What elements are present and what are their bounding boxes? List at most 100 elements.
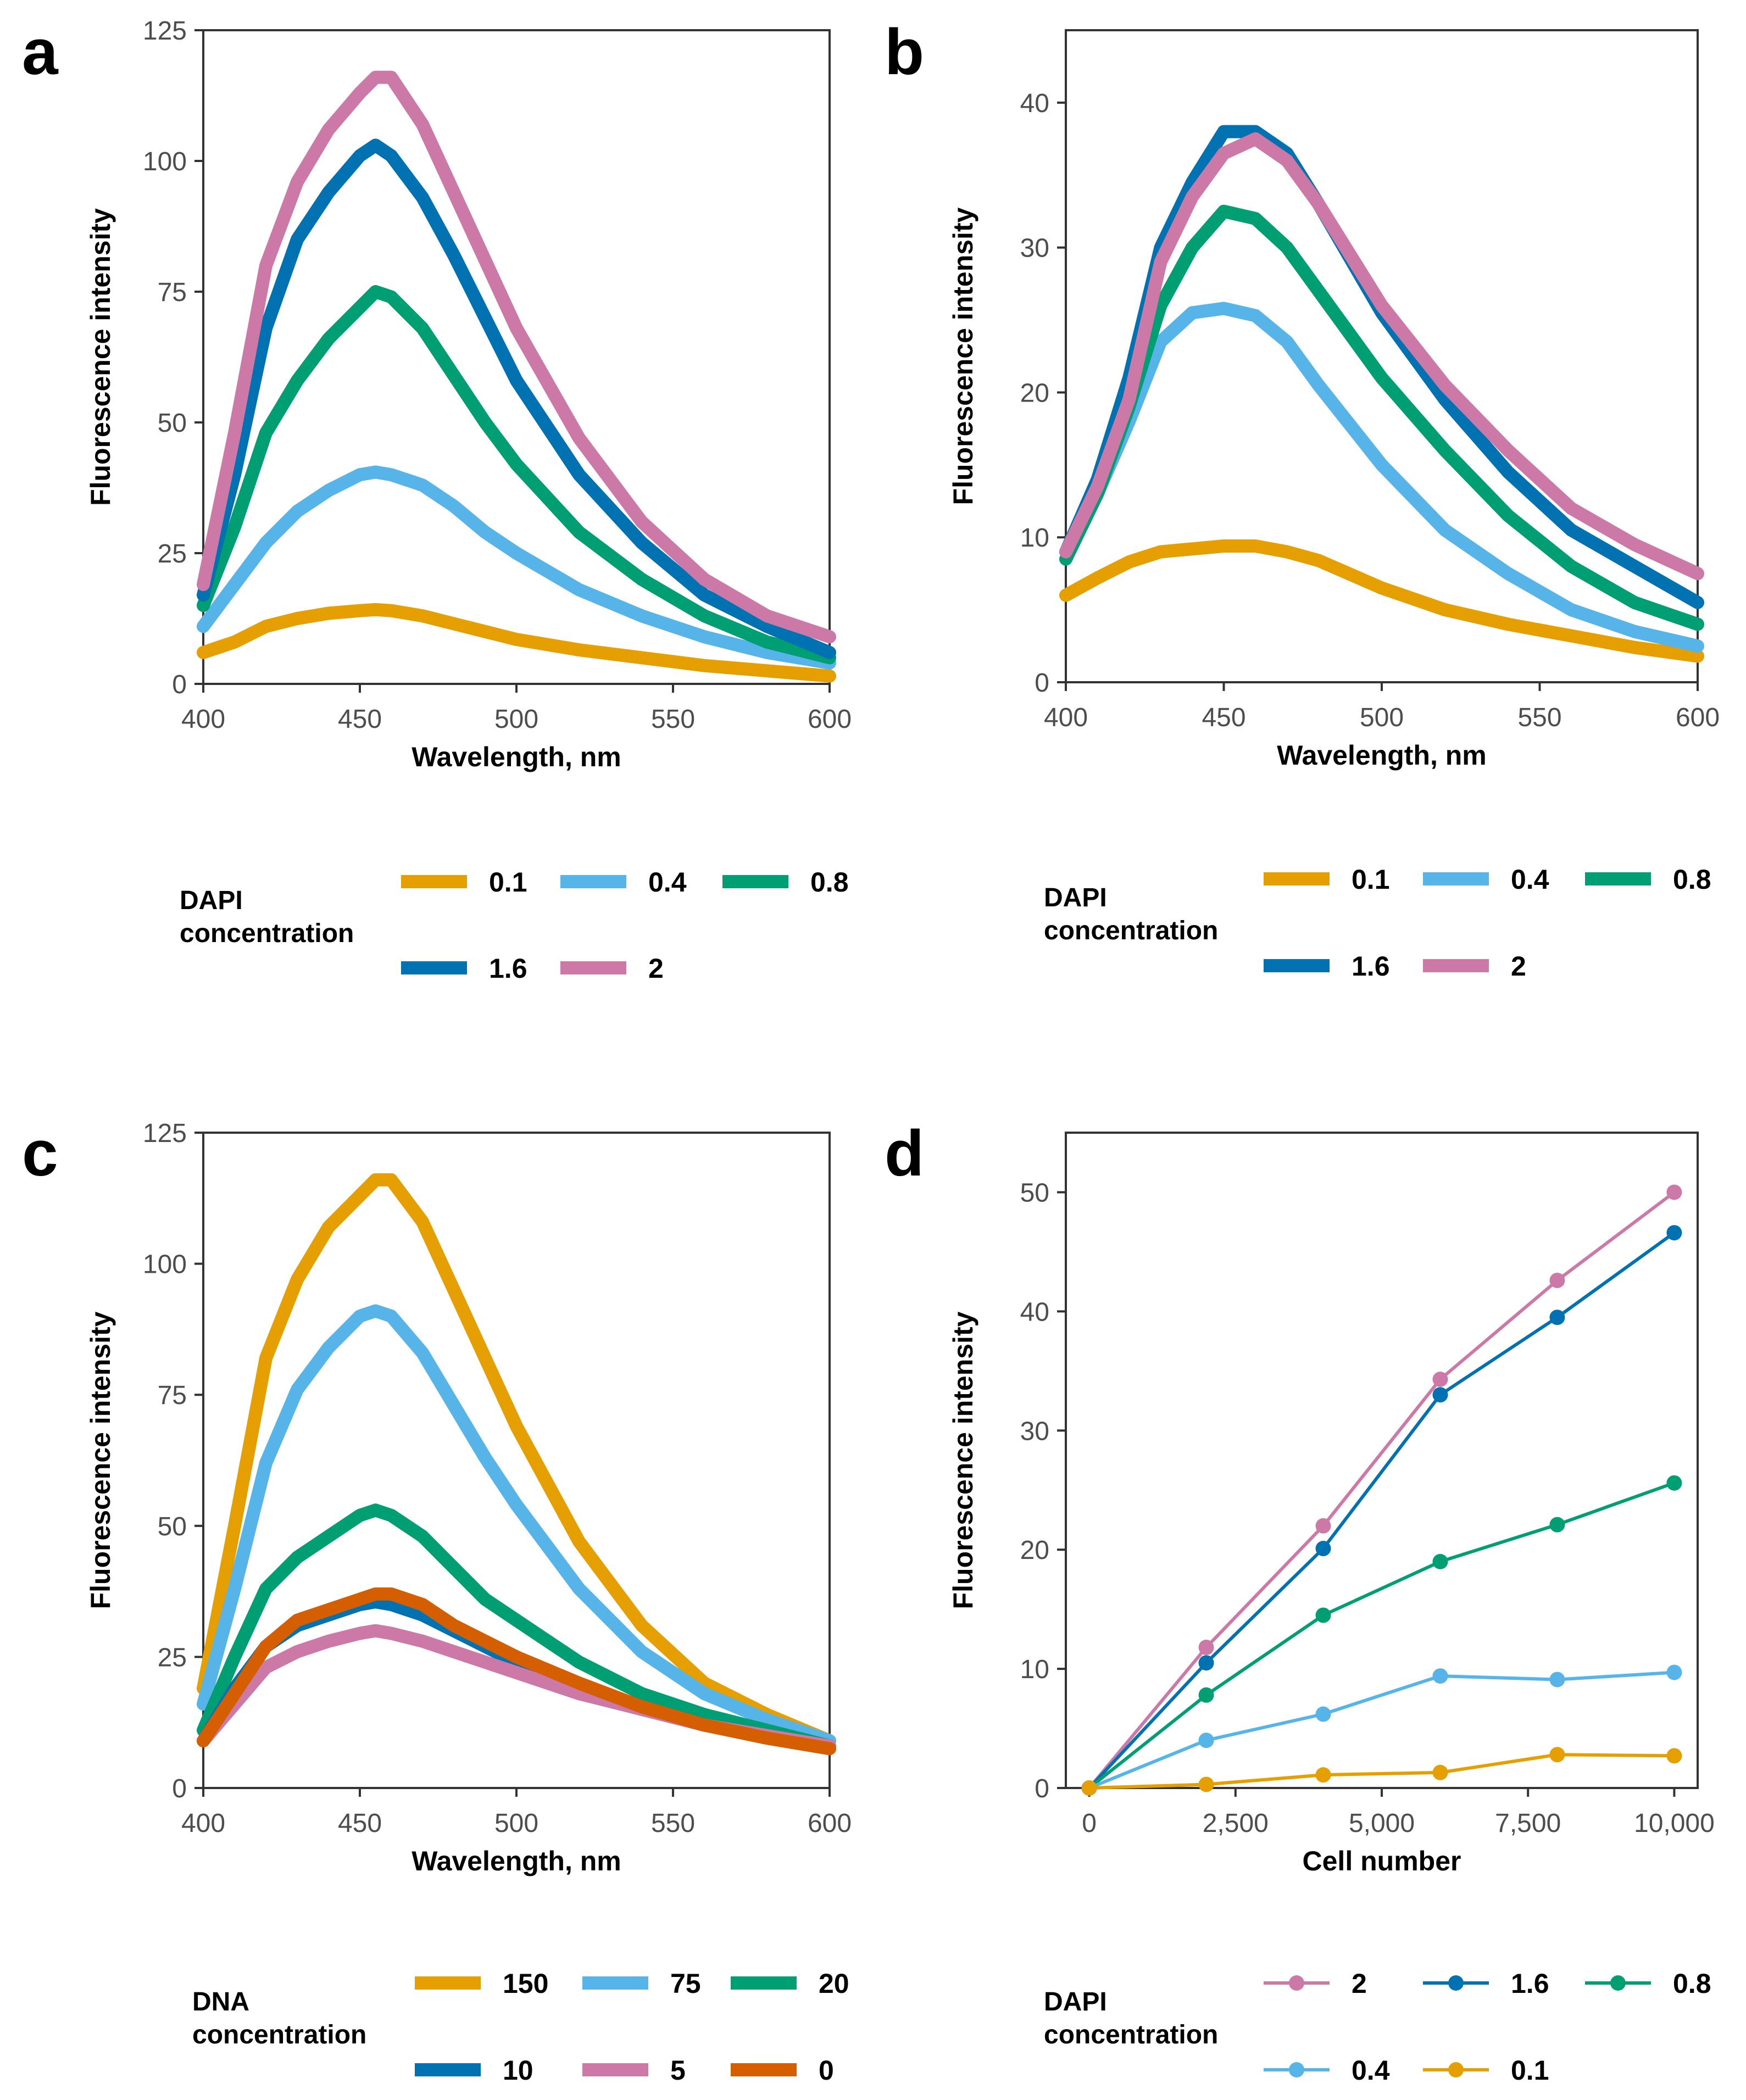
series-group xyxy=(197,1173,836,1756)
legend-title: concentration xyxy=(1044,2020,1218,2049)
data-point xyxy=(1432,1372,1448,1388)
panel-b: b 0 10 20 30 40 400 450 500 550 600 Wavelength, nm F… xyxy=(885,16,1720,982)
series-line-0-1 xyxy=(197,603,836,683)
x-tick-label: 600 xyxy=(1676,703,1720,732)
x-axis-title: Cell number xyxy=(1303,1846,1461,1876)
y-tick-label: 40 xyxy=(1020,89,1049,118)
legend-label: 20 xyxy=(819,1968,849,1999)
legend-label: 0 xyxy=(819,2055,834,2086)
data-point xyxy=(1081,1780,1097,1796)
series-line-0 xyxy=(197,1587,836,1756)
y-tick-label: 125 xyxy=(143,16,187,46)
y-tick-label: 75 xyxy=(158,278,187,307)
data-point xyxy=(1432,1553,1448,1569)
series-group xyxy=(197,70,836,683)
x-tick-label: 400 xyxy=(181,1809,225,1838)
data-point xyxy=(1549,1747,1565,1763)
legend-label: 0.4 xyxy=(1352,2055,1390,2086)
data-point xyxy=(1315,1541,1331,1557)
x-tick-label: 500 xyxy=(1360,703,1404,732)
x-tick-label: 7,500 xyxy=(1495,1809,1561,1838)
series-line-0-1 xyxy=(1059,539,1704,663)
x-tick-label: 10,000 xyxy=(1634,1809,1715,1838)
legend: DAPI concentration 0.1 0.4 0.8 1.6 2 xyxy=(180,867,849,984)
series-line-1-6 xyxy=(1087,1231,1676,1790)
data-point xyxy=(1549,1517,1565,1533)
series-group xyxy=(1059,125,1704,663)
legend-label: 0.8 xyxy=(1673,864,1711,895)
x-tick-label: 500 xyxy=(494,1809,538,1838)
series-line-150 xyxy=(197,1173,836,1748)
series-line-2 xyxy=(1059,132,1704,581)
data-point xyxy=(1198,1655,1214,1671)
y-tick-label: 10 xyxy=(1020,1655,1049,1684)
x-tick-label: 450 xyxy=(338,1809,382,1838)
x-tick-label: 550 xyxy=(1517,703,1561,732)
x-axis-title: Wavelength, nm xyxy=(1277,740,1487,771)
x-tick-label: 450 xyxy=(1202,703,1245,732)
data-point xyxy=(1198,1687,1214,1703)
legend-title: concentration xyxy=(1044,916,1218,945)
legend-label: 0.1 xyxy=(1352,864,1390,895)
legend-title: concentration xyxy=(192,2020,366,2049)
y-tick-label: 40 xyxy=(1020,1297,1049,1327)
legend: DAPI concentration 0.1 0.4 0.8 1.6 2 xyxy=(1044,864,1711,982)
legend: DNA concentration 150 75 20 10 5 0 xyxy=(192,1968,849,2086)
panel-a: a 0 25 50 75 100 125 400 450 500 550 600 Wavelength,… xyxy=(22,16,852,984)
y-tick-label: 50 xyxy=(158,409,187,438)
y-tick-label: 125 xyxy=(143,1119,187,1148)
series-line-2 xyxy=(197,70,836,644)
series-line-20 xyxy=(197,1503,836,1753)
y-tick-label: 100 xyxy=(143,1250,187,1279)
legend-label: 1.6 xyxy=(489,953,527,984)
series-line-0-4 xyxy=(197,465,836,670)
data-point xyxy=(1549,1672,1565,1687)
legend: DAPI concentration 2 1.6 0.8 0.4 0.1 xyxy=(1044,1968,1711,2086)
y-tick-label: 25 xyxy=(158,1643,187,1672)
data-point xyxy=(1315,1518,1331,1534)
legend-label: 10 xyxy=(503,2055,533,2086)
legend-title: DAPI xyxy=(1044,1987,1107,2017)
y-tick-label: 0 xyxy=(1035,1774,1049,1803)
data-point xyxy=(1432,1387,1448,1403)
series-line-2 xyxy=(1087,1190,1676,1790)
y-tick-label: 20 xyxy=(1020,378,1049,408)
x-axis-title: Wavelength, nm xyxy=(412,1846,621,1876)
legend-label: 2 xyxy=(1352,1968,1367,1999)
panel-letter-d: d xyxy=(885,1117,924,1190)
x-tick-label: 0 xyxy=(1082,1809,1097,1838)
data-point xyxy=(1198,1776,1214,1792)
y-tick-label: 75 xyxy=(158,1381,187,1410)
series-line-1-6 xyxy=(197,138,836,659)
legend-label: 0.8 xyxy=(1673,1968,1711,1999)
panel-letter-b: b xyxy=(885,16,924,88)
legend-title: DAPI xyxy=(1044,883,1107,912)
x-tick-label: 5,000 xyxy=(1349,1809,1415,1838)
panel-d: d 0 10 20 30 40 50 0 2,500 5,000 7,500 10,000 Cell n… xyxy=(885,1117,1715,2086)
legend-label: 1.6 xyxy=(1511,1968,1549,1999)
legend-label: 0.4 xyxy=(1511,864,1549,895)
legend-key-marker xyxy=(1289,1975,1304,1991)
data-point xyxy=(1549,1310,1565,1325)
series-line-0-8 xyxy=(1087,1481,1676,1790)
data-point xyxy=(1198,1733,1214,1748)
legend-label: 2 xyxy=(648,953,664,984)
y-tick-label: 30 xyxy=(1020,234,1049,263)
data-point xyxy=(1198,1640,1214,1656)
y-tick-label: 0 xyxy=(172,670,187,699)
data-point xyxy=(1315,1607,1331,1623)
y-tick-label: 100 xyxy=(143,147,187,176)
legend-label: 0.4 xyxy=(648,867,687,898)
data-point xyxy=(1666,1748,1682,1764)
legend-label: 0.8 xyxy=(810,867,849,898)
data-point xyxy=(1666,1475,1682,1491)
legend-key-marker xyxy=(1448,2062,1464,2077)
y-tick-label: 0 xyxy=(1035,669,1049,698)
data-point xyxy=(1666,1225,1682,1241)
x-axis-title: Wavelength, nm xyxy=(412,742,621,772)
x-tick-label: 2,500 xyxy=(1203,1809,1269,1838)
y-tick-label: 25 xyxy=(158,539,187,569)
